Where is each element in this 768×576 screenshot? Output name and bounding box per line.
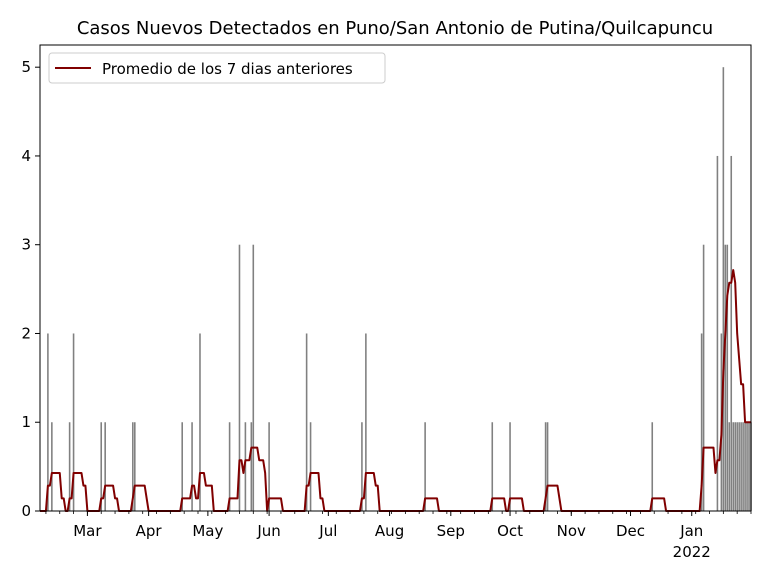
- bar-2022-01-18: [724, 244, 727, 511]
- moving-average-line: [40, 269, 751, 512]
- bar-2021-12-12: [651, 422, 654, 511]
- bar-2021-03-25: [134, 422, 136, 511]
- bar-2022-01-14: [716, 155, 719, 511]
- bar-2022-01-17: [722, 67, 725, 511]
- bar-2022-01-07: [702, 244, 705, 511]
- bar-2022-01-24: [736, 422, 738, 511]
- x-tick-label-Mar: Mar: [73, 522, 102, 540]
- bar-2022-01-29: [746, 422, 748, 511]
- plot-frame: [39, 44, 752, 512]
- bar-2021-04-23: [191, 422, 193, 511]
- bar-2021-04-27: [199, 333, 201, 511]
- x-tick-label-Jul: Jul: [318, 522, 337, 540]
- bar-2021-07-20: [365, 333, 367, 511]
- bar-2021-05-12: [228, 422, 231, 511]
- x-tick-sublabel-2022: 2022: [673, 543, 711, 561]
- bar-2021-05-17: [238, 244, 241, 511]
- x-tick-label-Dec: Dec: [616, 522, 645, 540]
- moving-average-series: [40, 269, 751, 512]
- x-tick-label-Nov: Nov: [557, 522, 586, 540]
- y-axis: 0 1 2 3 4 5: [21, 58, 40, 520]
- bar-2021-03-10: [104, 422, 106, 511]
- bar-2022-01-26: [740, 422, 742, 511]
- bar-2021-05-23: [250, 422, 253, 511]
- bar-2021-10-20: [546, 422, 549, 511]
- bar-2021-02-20: [68, 422, 71, 511]
- bar-2021-09-22: [491, 422, 494, 511]
- x-tick-label-Apr: Apr: [136, 522, 163, 540]
- chart-title: Casos Nuevos Detectados en Puno/San Anto…: [77, 18, 713, 39]
- bar-2022-01-06: [700, 333, 703, 511]
- bar-2021-03-08: [100, 422, 103, 511]
- x-tick-label-Aug: Aug: [375, 522, 404, 540]
- bar-2021-08-19: [424, 422, 426, 511]
- x-tick-label-May: May: [192, 522, 223, 540]
- x-tick-label-Jan: Jan: [679, 522, 703, 540]
- bar-2021-06-22: [309, 422, 312, 511]
- bar-2022-01-25: [738, 422, 740, 511]
- bar-2022-01-28: [744, 422, 746, 511]
- bar-2022-01-22: [732, 422, 735, 511]
- y-tick-label-2: 2: [21, 324, 31, 342]
- legend: Promedio de los 7 dias anteriores: [48, 52, 386, 84]
- y-tick-label-5: 5: [21, 58, 31, 76]
- bar-2021-06-01: [268, 422, 270, 511]
- legend-label: Promedio de los 7 dias anteriores: [102, 60, 353, 78]
- bar-2021-10-01: [509, 422, 511, 511]
- y-tick-label-4: 4: [21, 147, 31, 165]
- bar-2022-01-19: [726, 244, 729, 511]
- legend-box: [48, 52, 386, 84]
- bar-2021-04-18: [181, 422, 183, 511]
- y-tick-label-1: 1: [21, 413, 31, 431]
- bar-2021-07-18: [361, 422, 363, 511]
- x-tick-label-Oct: Oct: [497, 522, 523, 540]
- bar-2022-01-27: [742, 422, 744, 511]
- bar-2022-01-21: [730, 155, 733, 511]
- bar-series: [47, 67, 752, 511]
- x-tick-label-Sep: Sep: [437, 522, 465, 540]
- x-tick-label-Jun: Jun: [256, 522, 280, 540]
- y-tick-label-0: 0: [21, 502, 31, 520]
- bar-2021-06-20: [305, 333, 308, 511]
- bar-2021-02-09: [47, 333, 49, 511]
- bar-2022-01-23: [734, 422, 736, 511]
- bar-2022-01-30: [748, 422, 750, 511]
- bar-2022-01-20: [728, 422, 731, 511]
- y-tick-label-3: 3: [21, 236, 31, 254]
- bar-2021-10-19: [544, 422, 547, 511]
- bar-2021-05-24: [252, 244, 255, 511]
- x-axis: Mar Apr May Jun Jul Aug Sep Oct Nov Dec Jan 2022: [45, 511, 752, 561]
- bar-2021-02-22: [72, 333, 75, 511]
- bar-2021-02-11: [51, 422, 53, 511]
- bar-2021-03-24: [132, 422, 134, 511]
